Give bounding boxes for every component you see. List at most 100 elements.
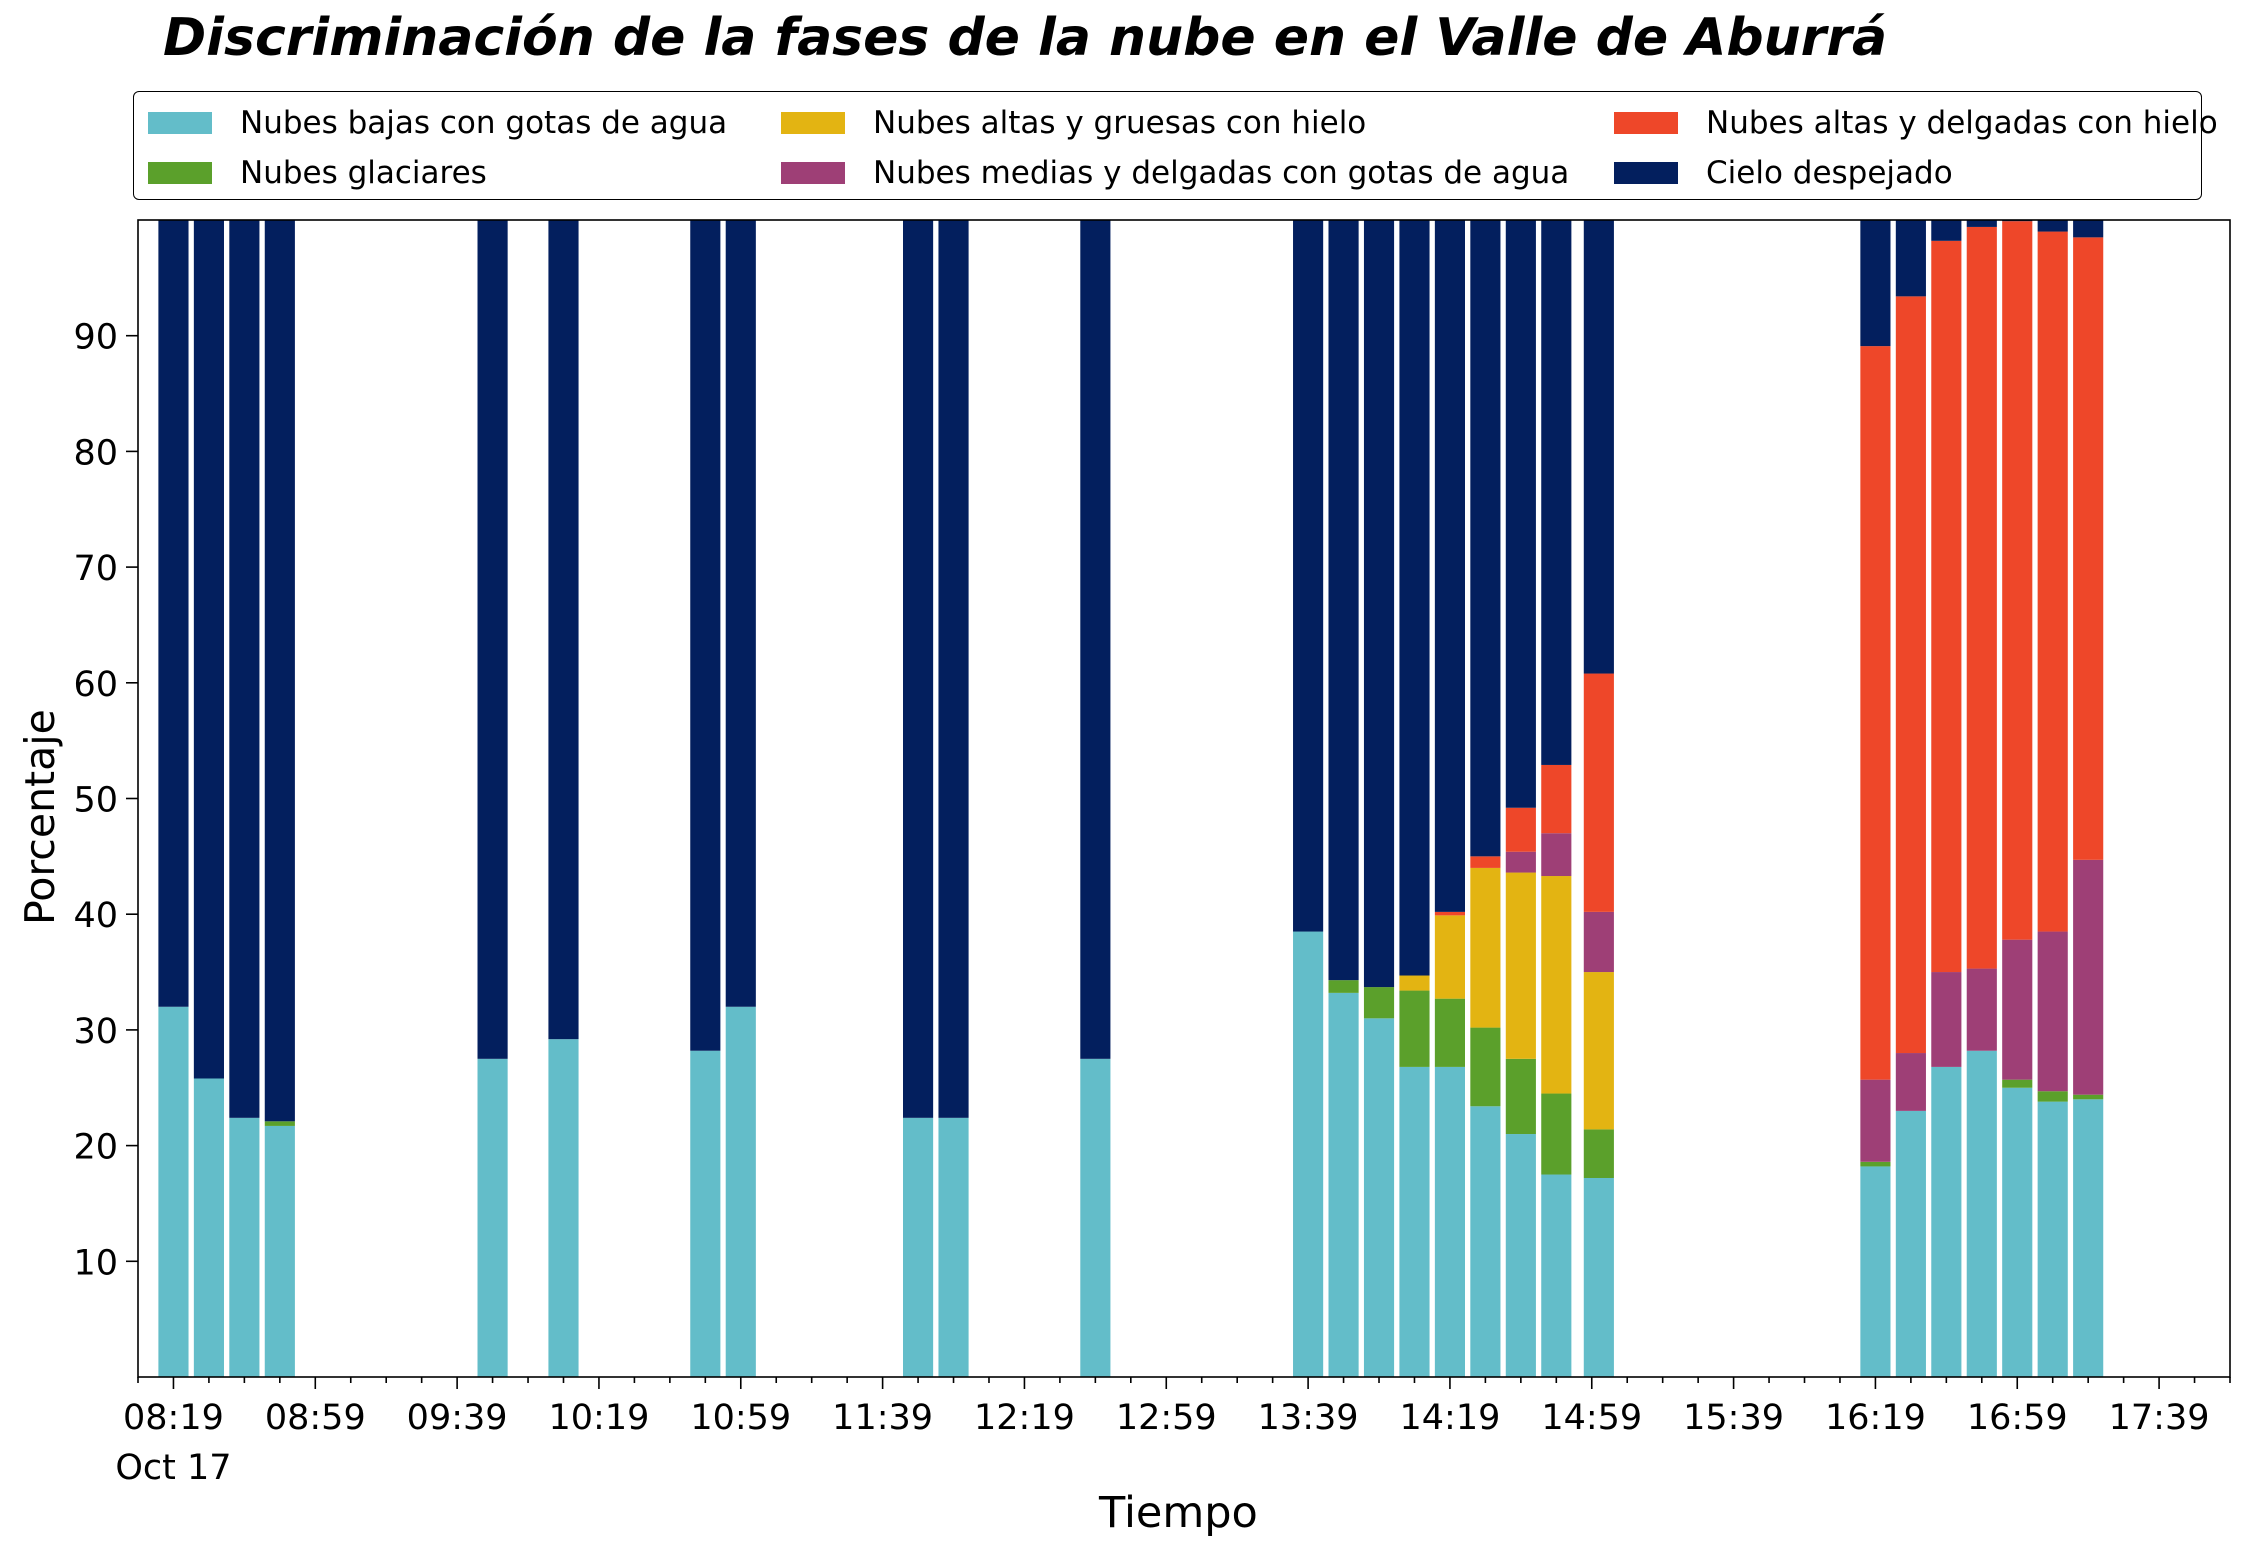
bar-segment-21-5 bbox=[1895, 220, 1926, 297]
bar-segment-16-0 bbox=[1470, 1106, 1501, 1377]
bar-segment-18-4 bbox=[1541, 764, 1572, 834]
legend-label-4: Nubes altas y delgadas con hielo bbox=[1706, 105, 2218, 141]
x-date-label: Oct 17 bbox=[115, 1448, 231, 1488]
y-axis-label: Porcentaje bbox=[16, 709, 64, 925]
bar-segment-23-0 bbox=[1966, 1050, 1997, 1377]
bar-segment-16-5 bbox=[1470, 220, 1501, 857]
bar-segment-0-5 bbox=[158, 220, 189, 1007]
bar-segment-24-4 bbox=[2002, 221, 2033, 940]
y-tick-label-8: 90 bbox=[73, 318, 118, 358]
bar-segment-25-3 bbox=[2037, 931, 2068, 1092]
bar-segment-14-2 bbox=[1399, 975, 1430, 991]
bar-segment-26-4 bbox=[2073, 237, 2104, 860]
legend-label-0: Nubes bajas con gotas de agua bbox=[240, 105, 728, 141]
bar-segment-3-1 bbox=[264, 1121, 295, 1126]
x-tick-label-8: 13:39 bbox=[1258, 1398, 1359, 1438]
bar-segment-24-3 bbox=[2002, 939, 2033, 1080]
x-axis-label: Tiempo bbox=[1099, 1488, 1258, 1538]
legend-swatch-3 bbox=[781, 162, 845, 184]
legend-item-2: Nubes altas y gruesas con hielo bbox=[781, 103, 1366, 143]
bar-segment-12-5 bbox=[1328, 220, 1359, 981]
bar-segment-25-5 bbox=[2037, 220, 2068, 232]
bar-segment-18-1 bbox=[1541, 1093, 1572, 1175]
legend-label-2: Nubes altas y gruesas con hielo bbox=[873, 105, 1367, 141]
bar-segment-17-4 bbox=[1505, 807, 1536, 852]
bar-segment-4-5 bbox=[477, 220, 508, 1059]
y-tick-label-4: 50 bbox=[73, 781, 118, 821]
x-tick-label-3: 10:19 bbox=[549, 1398, 650, 1438]
bar-segment-6-5 bbox=[690, 220, 721, 1051]
y-tick-label-2: 30 bbox=[73, 1012, 118, 1052]
x-tick-label-14: 17:39 bbox=[2109, 1398, 2210, 1438]
x-tick-label-0: 08:19 bbox=[123, 1398, 224, 1438]
bar-segment-14-5 bbox=[1399, 220, 1430, 976]
bar-segment-20-1 bbox=[1860, 1161, 1891, 1167]
legend-item-4: Nubes altas y delgadas con hielo bbox=[1614, 103, 2218, 143]
bar-segment-20-0 bbox=[1860, 1166, 1891, 1377]
x-tick-label-2: 09:39 bbox=[407, 1398, 508, 1438]
bar-segment-9-0 bbox=[938, 1117, 969, 1377]
bar-segment-7-5 bbox=[725, 220, 756, 1007]
bar-segment-19-1 bbox=[1583, 1129, 1614, 1178]
bar-segment-26-0 bbox=[2073, 1099, 2104, 1377]
bar-segment-18-5 bbox=[1541, 220, 1572, 765]
bar-segment-23-5 bbox=[1966, 220, 1997, 227]
x-tick-label-6: 12:19 bbox=[974, 1398, 1075, 1438]
bar-segment-19-2 bbox=[1583, 972, 1614, 1130]
bar-segment-16-2 bbox=[1470, 867, 1501, 1028]
bar-segment-19-4 bbox=[1583, 673, 1614, 912]
y-axis: 10 20 30 40 50 60 70 80 90 bbox=[73, 318, 138, 1283]
legend-swatch-4 bbox=[1614, 112, 1678, 134]
bars-layer bbox=[158, 220, 2104, 1377]
bar-segment-22-5 bbox=[1931, 220, 1962, 241]
bar-segment-19-3 bbox=[1583, 911, 1614, 973]
bar-segment-13-0 bbox=[1363, 1018, 1395, 1377]
bar-segment-21-3 bbox=[1895, 1053, 1926, 1111]
bar-segment-24-1 bbox=[2002, 1079, 2033, 1088]
legend-swatch-0 bbox=[148, 112, 212, 134]
bar-segment-1-0 bbox=[193, 1078, 224, 1377]
bar-segment-15-5 bbox=[1434, 220, 1465, 912]
bar-segment-15-1 bbox=[1434, 998, 1465, 1067]
y-tick-label-1: 20 bbox=[73, 1128, 118, 1168]
bar-segment-0-0 bbox=[158, 1006, 189, 1377]
bar-segment-3-0 bbox=[264, 1125, 295, 1377]
bar-segment-2-0 bbox=[229, 1117, 260, 1377]
legend-item-3: Nubes medias y delgadas con gotas de agu… bbox=[781, 153, 1569, 193]
bar-segment-23-4 bbox=[1966, 226, 1997, 969]
x-tick-label-7: 12:59 bbox=[1116, 1398, 1217, 1438]
bar-segment-17-3 bbox=[1505, 851, 1536, 873]
bar-segment-19-5 bbox=[1583, 220, 1614, 674]
bar-segment-8-0 bbox=[903, 1117, 934, 1377]
bar-segment-15-4 bbox=[1434, 911, 1465, 916]
bar-segment-11-5 bbox=[1293, 220, 1324, 932]
legend-label-3: Nubes medias y delgadas con gotas de agu… bbox=[873, 155, 1570, 191]
bar-segment-18-0 bbox=[1541, 1174, 1572, 1377]
bar-segment-18-3 bbox=[1541, 833, 1572, 877]
bar-segment-10-5 bbox=[1080, 220, 1111, 1059]
bar-segment-13-1 bbox=[1363, 987, 1395, 1019]
bar-segment-25-0 bbox=[2037, 1101, 2068, 1377]
chart-title: Discriminación de la fases de la nube en… bbox=[163, 8, 1888, 68]
bar-segment-17-5 bbox=[1505, 220, 1536, 808]
y-tick-label-5: 60 bbox=[73, 665, 118, 705]
bar-segment-21-0 bbox=[1895, 1110, 1926, 1377]
bar-segment-26-3 bbox=[2073, 859, 2104, 1095]
bar-segment-18-2 bbox=[1541, 876, 1572, 1094]
bar-segment-21-4 bbox=[1895, 296, 1926, 1054]
bar-segment-15-2 bbox=[1434, 915, 1465, 999]
bar-segment-15-0 bbox=[1434, 1066, 1465, 1377]
bar-segment-17-1 bbox=[1505, 1058, 1536, 1135]
legend: Nubes bajas con gotas de agua Nubes glac… bbox=[133, 91, 2218, 200]
bar-segment-20-3 bbox=[1860, 1079, 1891, 1162]
bar-segment-19-0 bbox=[1583, 1178, 1614, 1377]
legend-item-1: Nubes glaciares bbox=[148, 153, 487, 193]
x-tick-label-11: 15:39 bbox=[1683, 1398, 1784, 1438]
bar-segment-5-0 bbox=[548, 1039, 579, 1377]
bar-segment-22-3 bbox=[1931, 972, 1962, 1067]
bar-segment-23-3 bbox=[1966, 968, 1997, 1051]
x-tick-label-12: 16:19 bbox=[1825, 1398, 1926, 1438]
legend-label-5: Cielo despejado bbox=[1706, 155, 1953, 191]
legend-label-1: Nubes glaciares bbox=[240, 155, 487, 191]
